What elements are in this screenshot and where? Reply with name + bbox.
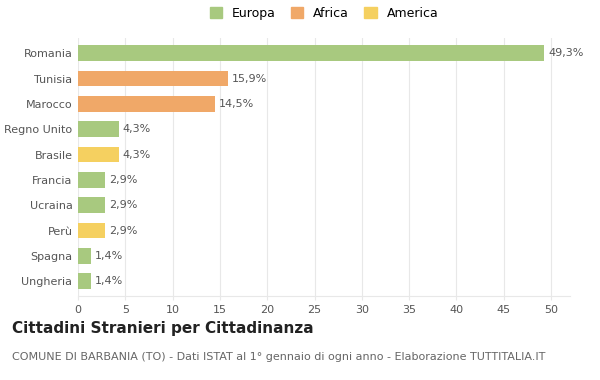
- Bar: [78, 147, 119, 162]
- Bar: [78, 248, 91, 264]
- Text: 4,3%: 4,3%: [122, 124, 151, 134]
- Bar: [78, 172, 106, 188]
- Bar: [78, 273, 91, 289]
- Bar: [78, 96, 215, 112]
- Text: 15,9%: 15,9%: [232, 74, 268, 84]
- Legend: Europa, Africa, America: Europa, Africa, America: [206, 3, 442, 24]
- Bar: [78, 121, 119, 137]
- Text: 1,4%: 1,4%: [95, 276, 123, 286]
- Text: COMUNE DI BARBANIA (TO) - Dati ISTAT al 1° gennaio di ogni anno - Elaborazione T: COMUNE DI BARBANIA (TO) - Dati ISTAT al …: [12, 352, 545, 361]
- Bar: [78, 197, 106, 213]
- Text: 2,9%: 2,9%: [109, 226, 137, 236]
- Text: 2,9%: 2,9%: [109, 175, 137, 185]
- Text: Cittadini Stranieri per Cittadinanza: Cittadini Stranieri per Cittadinanza: [12, 321, 314, 336]
- Bar: [78, 223, 106, 238]
- Bar: [78, 71, 229, 86]
- Text: 14,5%: 14,5%: [219, 99, 254, 109]
- Bar: [78, 45, 544, 61]
- Text: 4,3%: 4,3%: [122, 150, 151, 160]
- Text: 49,3%: 49,3%: [548, 48, 584, 58]
- Text: 2,9%: 2,9%: [109, 200, 137, 210]
- Text: 1,4%: 1,4%: [95, 251, 123, 261]
